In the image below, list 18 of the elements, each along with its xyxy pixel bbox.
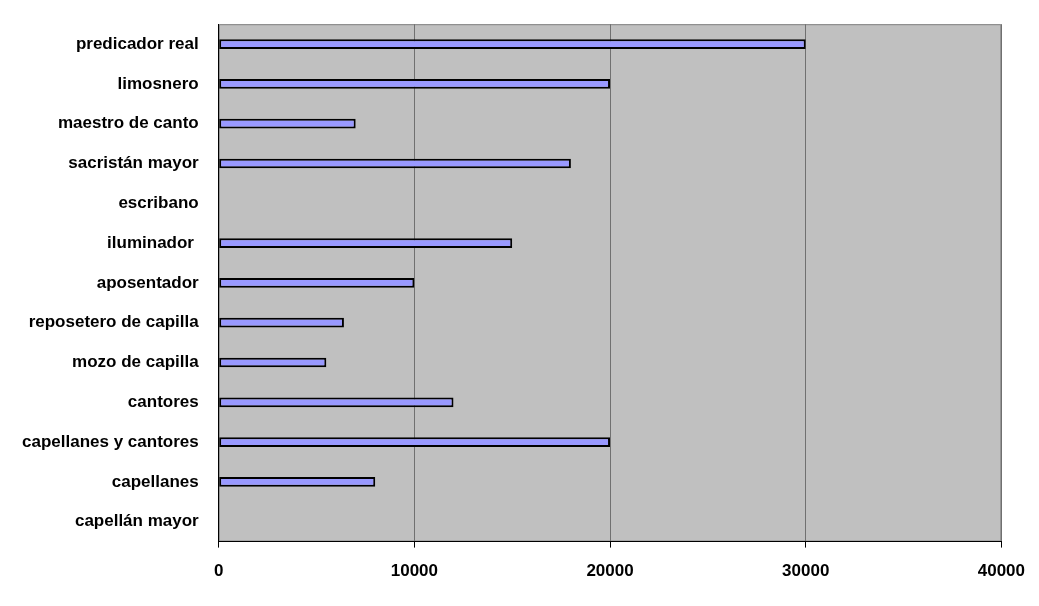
x-tick-label: 30000	[782, 561, 830, 581]
x-tick-label: 40000	[977, 561, 1025, 581]
y-tick-label: capellanes	[111, 471, 199, 491]
y-tick-label: maestro de canto	[57, 113, 199, 133]
y-tick-label: cantores	[127, 391, 199, 411]
y-tick-label: capellanes y cantores	[21, 431, 199, 451]
y-tick-label: iluminador	[107, 232, 199, 252]
x-tick-label: 10000	[390, 561, 439, 581]
y-tick-label: mozo de capilla	[72, 352, 200, 372]
y-tick-label: sacristán mayor	[68, 153, 200, 173]
x-tick-label: 0	[213, 561, 224, 581]
x-tick-label: 20000	[586, 561, 634, 581]
y-tick-label: predicador real	[75, 33, 199, 53]
y-tick-label: aposentador	[96, 272, 200, 292]
y-tick-label: escribano	[118, 192, 199, 212]
y-tick-label: capellán mayor	[74, 511, 200, 531]
y-tick-label: reposetero de capilla	[28, 312, 200, 332]
y-tick-label: limosnero	[117, 73, 199, 93]
